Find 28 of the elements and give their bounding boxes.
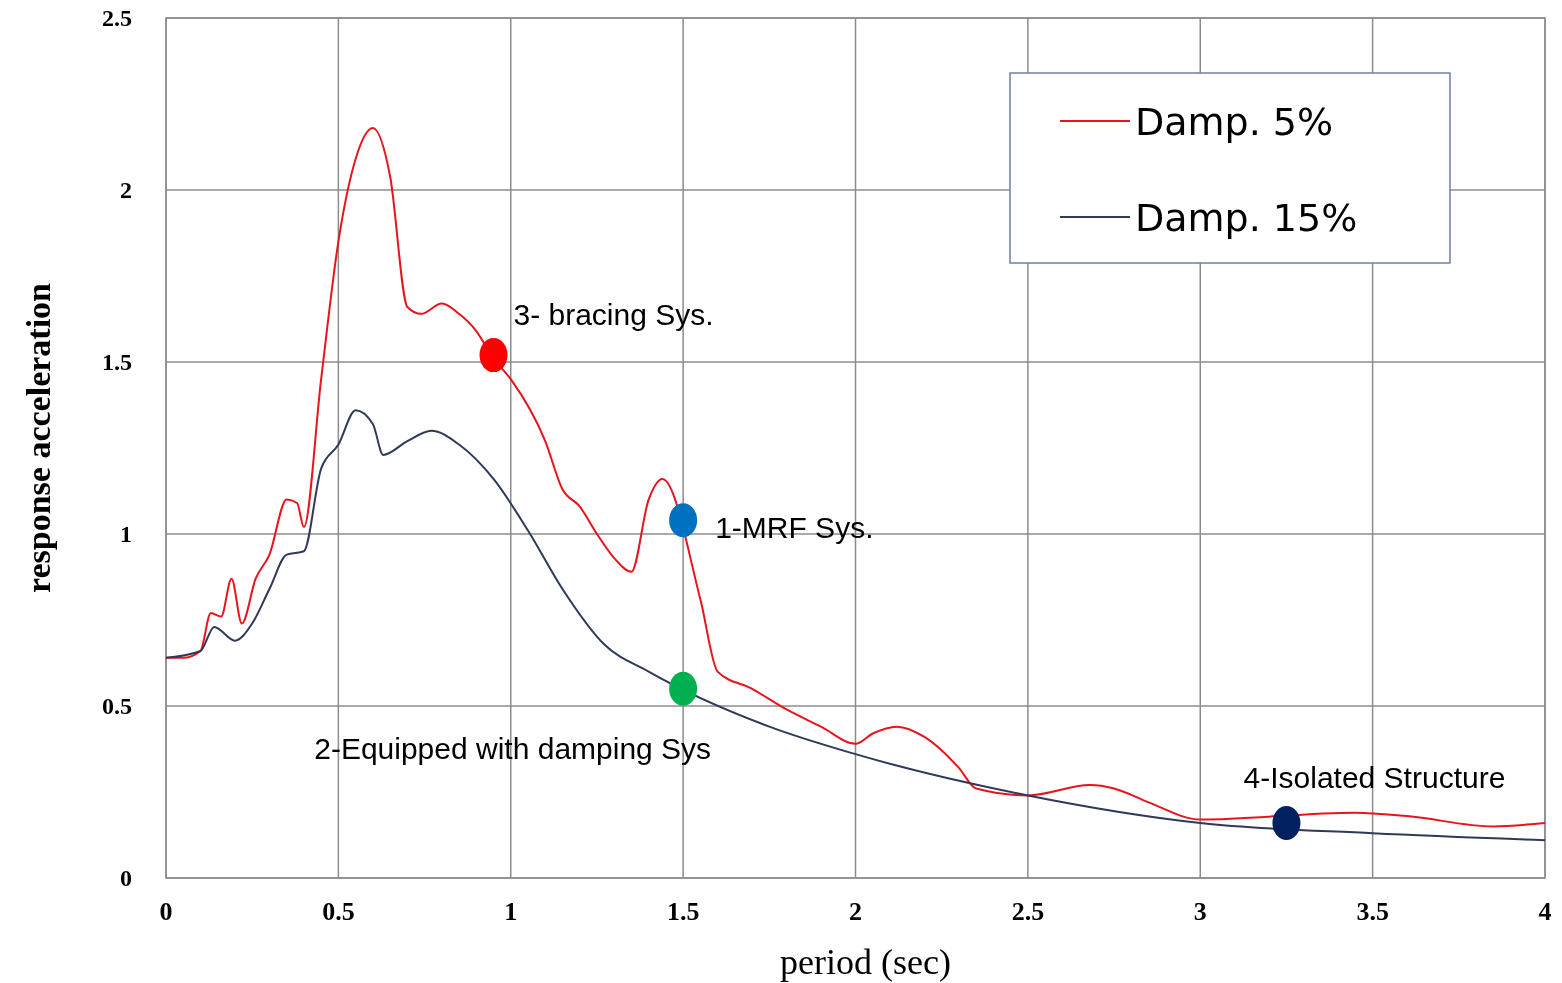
point bbox=[1272, 805, 1301, 840]
y-tick-label: 0 bbox=[120, 865, 132, 891]
x-tick-label: 3.5 bbox=[1356, 897, 1389, 926]
y-tick-label: 2 bbox=[120, 177, 132, 203]
x-tick-label: 0.5 bbox=[322, 897, 355, 926]
y-tick-label: 1.5 bbox=[102, 349, 132, 375]
y-tick-label: 0.5 bbox=[102, 693, 132, 719]
x-tick-label: 4 bbox=[1538, 897, 1552, 926]
y-axis-title: response acceleration bbox=[20, 282, 57, 594]
annotation: 4-Isolated Structure bbox=[1243, 760, 1506, 794]
point bbox=[479, 338, 508, 373]
legend-label: Damp. 15% bbox=[1135, 196, 1358, 240]
x-tick-label: 2.5 bbox=[1011, 897, 1045, 926]
point bbox=[669, 503, 698, 538]
y-tick-label: 1 bbox=[120, 521, 132, 547]
annotation: 3- bracing Sys. bbox=[513, 298, 714, 332]
y-tick-label: 2.5 bbox=[102, 5, 132, 31]
x-tick-label: 1.5 bbox=[666, 897, 700, 926]
annotation: 1-MRF Sys. bbox=[715, 511, 874, 545]
line-series bbox=[165, 409, 1546, 842]
x-tick-label: 1 bbox=[504, 897, 518, 926]
point bbox=[669, 671, 698, 706]
annotation: 2-Equipped with damping Sys bbox=[314, 731, 712, 765]
x-tick-label: 0 bbox=[159, 897, 173, 926]
x-tick-label: 2 bbox=[849, 897, 862, 926]
legend-label: Damp. 5% bbox=[1135, 100, 1334, 144]
x-tick-label: 3 bbox=[1193, 897, 1207, 926]
x-axis-title: period (sec) bbox=[780, 942, 951, 982]
